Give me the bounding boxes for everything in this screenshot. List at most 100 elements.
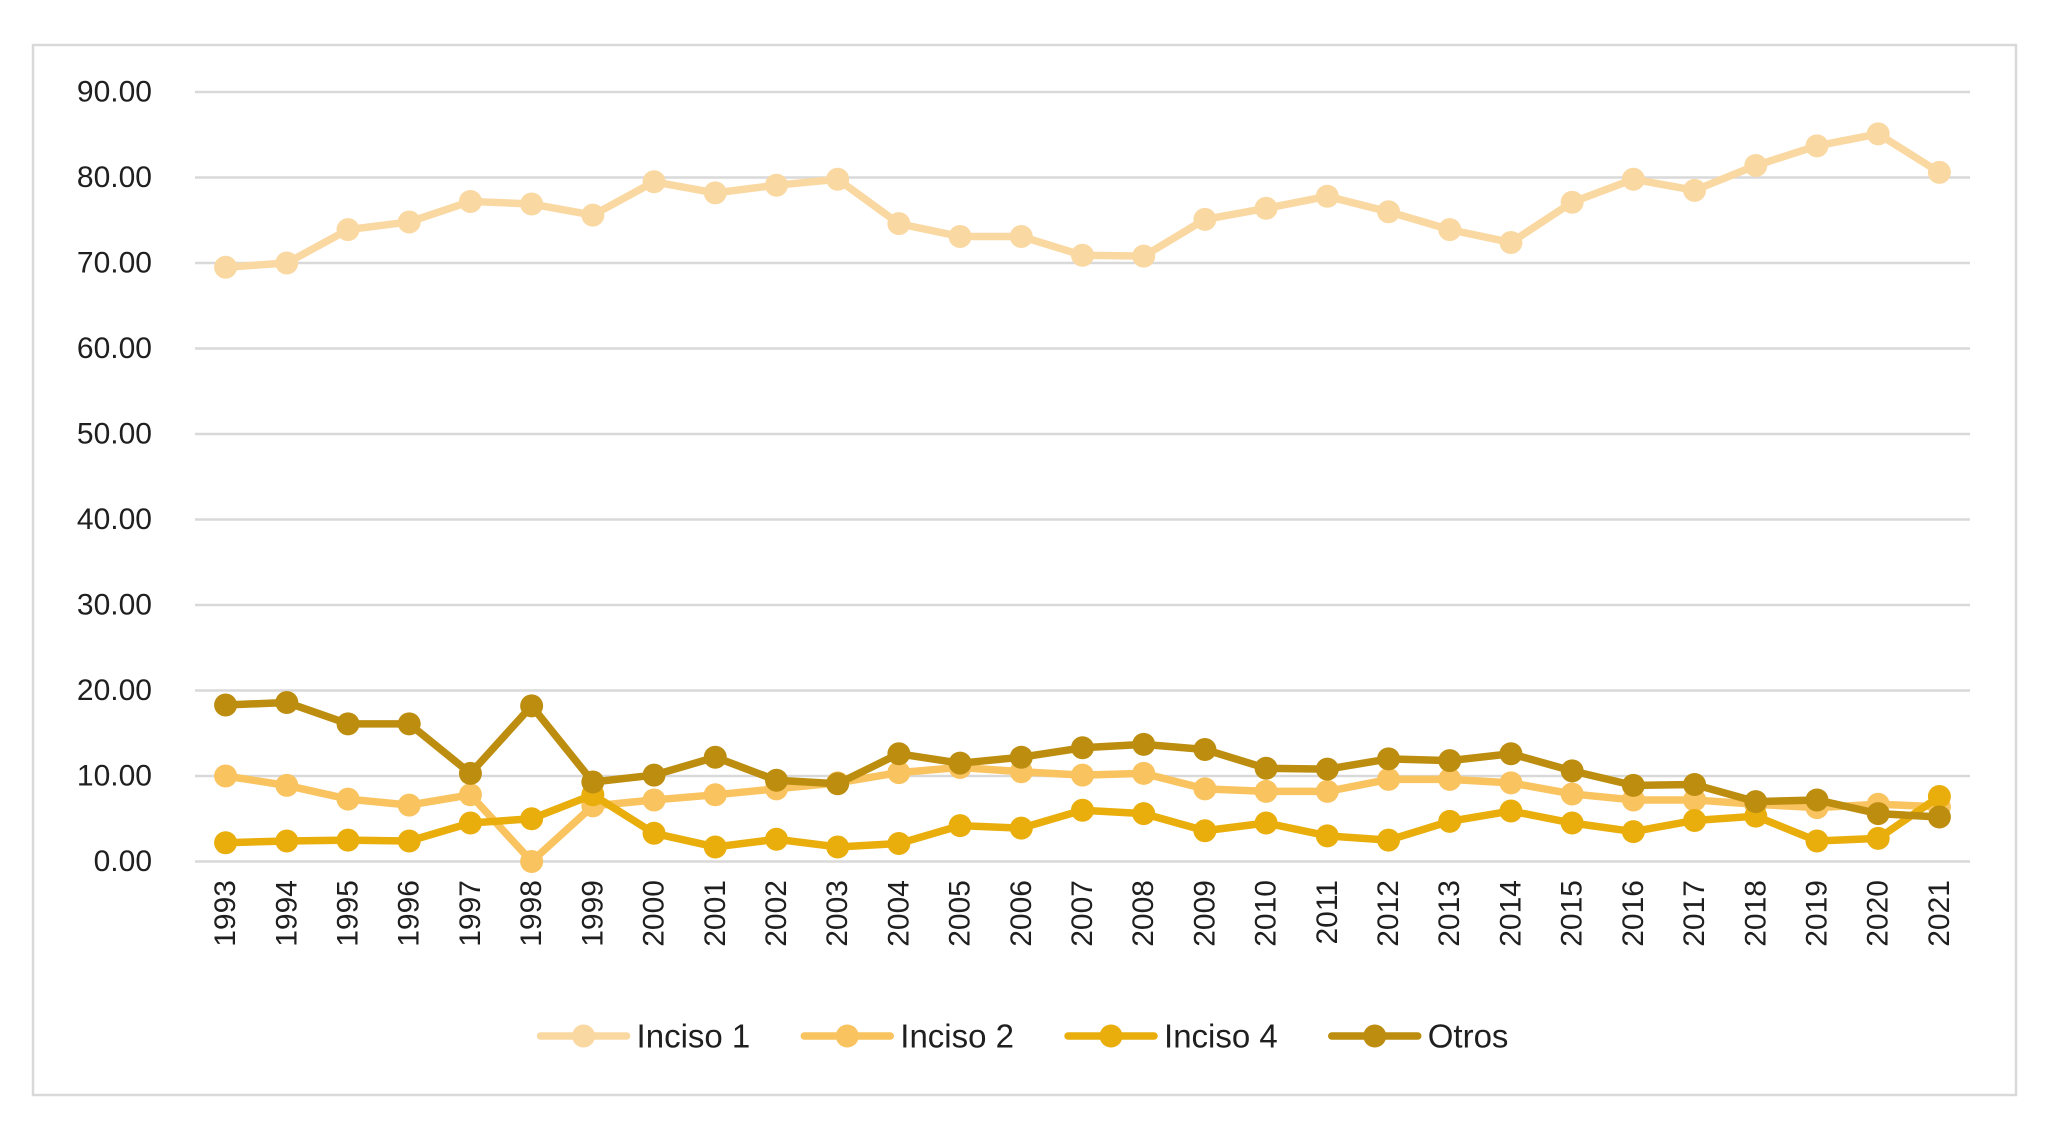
data-point-inciso-2 (1499, 771, 1523, 795)
x-tick-label: 2010 (1250, 880, 1283, 947)
data-point-inciso-4 (826, 835, 850, 859)
data-point-inciso-4 (1866, 826, 1890, 850)
x-tick-label: 2012 (1372, 880, 1405, 947)
data-point-otros (642, 763, 666, 787)
data-point-otros (826, 772, 850, 796)
data-point-inciso-4 (275, 829, 299, 853)
x-tick-label: 1996 (393, 880, 426, 947)
y-tick-label: 70.00 (77, 247, 152, 280)
data-point-inciso-4 (397, 829, 421, 853)
data-point-inciso-4 (214, 831, 238, 855)
x-tick-label: 2006 (1005, 880, 1038, 947)
data-point-inciso-1 (887, 212, 911, 236)
data-point-otros (1009, 745, 1033, 769)
data-point-inciso-2 (1254, 779, 1278, 803)
x-tick-label: 1993 (209, 880, 242, 947)
x-tick-label: 1995 (332, 880, 365, 947)
data-point-inciso-4 (1805, 829, 1829, 853)
data-point-inciso-4 (948, 814, 972, 838)
data-point-otros (1193, 737, 1217, 761)
data-point-inciso-1 (336, 218, 360, 242)
legend-label: Inciso 4 (1164, 1018, 1278, 1055)
data-point-inciso-2 (520, 850, 544, 873)
x-tick-label: 2002 (760, 880, 793, 947)
data-point-inciso-2 (336, 787, 360, 811)
x-tick-label: 1994 (270, 880, 303, 947)
data-point-otros (1132, 732, 1156, 756)
data-point-inciso-2 (397, 793, 421, 817)
legend-label: Otros (1428, 1018, 1509, 1055)
x-tick-label: 2003 (821, 880, 854, 947)
data-point-inciso-2 (1377, 767, 1401, 791)
data-point-inciso-4 (887, 832, 911, 856)
data-point-inciso-4 (1683, 808, 1707, 832)
data-point-otros (1071, 736, 1094, 760)
data-point-inciso-1 (1744, 154, 1768, 178)
data-point-otros (1377, 747, 1401, 771)
data-point-inciso-1 (1805, 134, 1829, 158)
data-point-inciso-1 (1499, 230, 1523, 254)
x-tick-label: 1998 (515, 880, 548, 947)
y-tick-label: 50.00 (77, 418, 152, 451)
data-point-inciso-1 (948, 224, 972, 248)
x-tick-label: 2009 (1188, 880, 1221, 947)
data-point-inciso-2 (887, 761, 911, 785)
x-tick-label: 2008 (1127, 880, 1160, 947)
data-point-inciso-2 (1438, 767, 1462, 791)
data-point-inciso-1 (642, 170, 666, 194)
data-point-inciso-4 (520, 807, 544, 831)
x-tick-label: 2014 (1494, 880, 1527, 947)
y-tick-label: 10.00 (77, 760, 152, 793)
data-point-otros (520, 694, 544, 718)
data-point-inciso-2 (1560, 782, 1584, 806)
series-inciso-4 (214, 783, 1951, 859)
x-axis-labels: 1993 1994 1995 1996 1997 1998 1999 2000 2001 2002… (209, 880, 1956, 947)
gridlines (195, 90, 1970, 863)
data-point-inciso-2 (214, 764, 238, 788)
y-tick-label: 90.00 (77, 76, 152, 109)
data-point-inciso-4 (642, 821, 666, 845)
x-tick-label: 2016 (1617, 880, 1650, 947)
data-point-inciso-4 (764, 827, 788, 851)
x-tick-label: 2020 (1862, 880, 1895, 947)
data-point-otros (887, 742, 911, 766)
data-point-inciso-2 (1193, 777, 1217, 801)
data-point-inciso-4 (1499, 799, 1523, 823)
data-point-inciso-2 (642, 788, 666, 812)
data-point-inciso-4 (336, 828, 360, 852)
y-tick-label: 80.00 (77, 161, 152, 194)
x-tick-label: 2004 (882, 880, 915, 947)
data-point-inciso-1 (1560, 190, 1584, 214)
data-point-inciso-4 (1193, 819, 1217, 843)
legend-item-inciso-4: Inciso 4 (1064, 1018, 1278, 1055)
data-point-inciso-1 (397, 210, 421, 234)
data-point-inciso-1 (703, 181, 727, 205)
data-point-inciso-1 (1254, 196, 1278, 220)
data-point-inciso-1 (1315, 184, 1339, 208)
legend-item-inciso-1: Inciso 1 (536, 1018, 751, 1055)
data-point-otros (1744, 790, 1768, 814)
data-point-otros (1805, 788, 1829, 812)
data-point-otros (336, 712, 360, 736)
data-point-inciso-1 (1193, 207, 1217, 231)
data-point-otros (764, 768, 788, 792)
data-point-inciso-1 (581, 203, 605, 227)
x-tick-label: 2000 (638, 880, 671, 947)
data-point-inciso-4 (1071, 798, 1094, 822)
y-tick-label: 40.00 (77, 503, 152, 536)
x-tick-label: 2005 (944, 880, 977, 947)
x-tick-label: 2001 (699, 880, 732, 947)
data-point-inciso-4 (703, 835, 727, 859)
x-tick-label: 2018 (1739, 880, 1772, 947)
data-point-inciso-1 (764, 173, 788, 197)
legend-label: Inciso 1 (637, 1018, 751, 1055)
series-inciso-1 (214, 122, 1951, 279)
data-point-inciso-4 (1927, 785, 1951, 809)
data-point-inciso-1 (1009, 224, 1033, 248)
data-point-inciso-4 (1009, 816, 1033, 840)
x-tick-label: 2021 (1923, 880, 1956, 947)
data-point-inciso-4 (1621, 820, 1645, 844)
x-tick-label: 2017 (1678, 880, 1711, 947)
data-point-inciso-1 (214, 255, 238, 279)
